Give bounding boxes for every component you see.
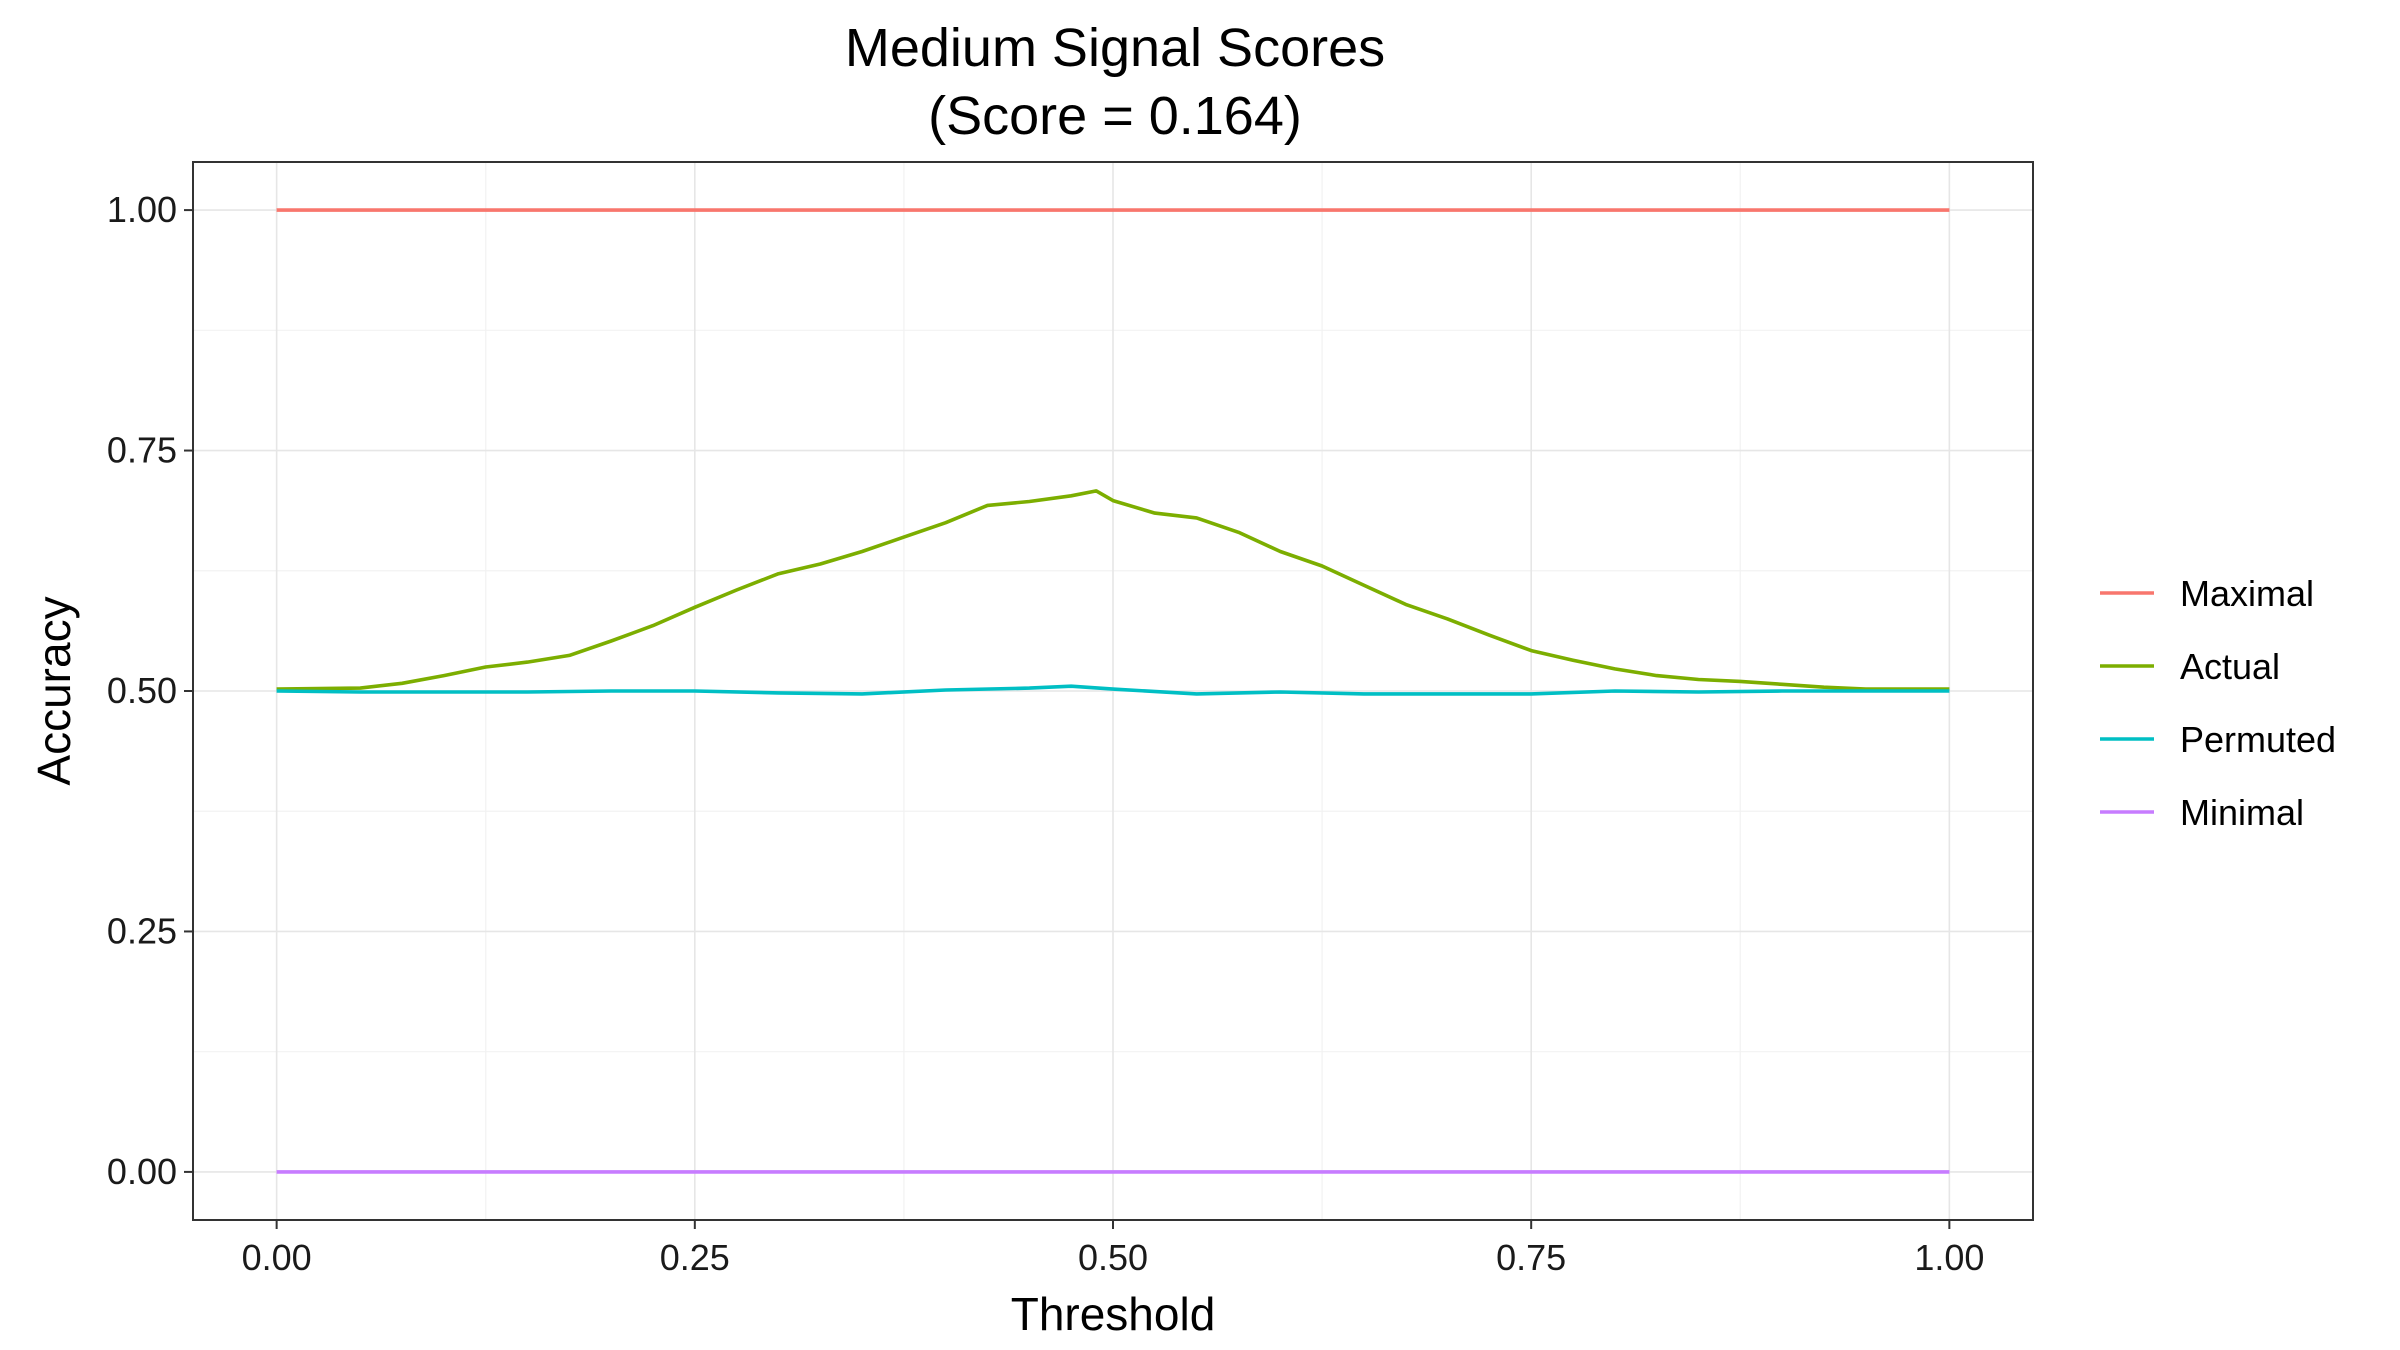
x-axis-title: Threshold <box>1011 1288 1216 1340</box>
x-tick-label: 0.75 <box>1496 1237 1566 1278</box>
legend: Maximal Actual Permuted Minimal <box>2100 573 2336 833</box>
x-tick-label: 1.00 <box>1914 1237 1984 1278</box>
x-tick-label: 0.00 <box>242 1237 312 1278</box>
legend-label-minimal: Minimal <box>2180 792 2304 833</box>
legend-label-permuted: Permuted <box>2180 719 2336 760</box>
chart-title: Medium Signal Scores <box>845 18 1385 78</box>
series-line-permuted <box>276 684 1950 696</box>
y-tick-label: 0.25 <box>107 910 177 951</box>
legend-label-maximal: Maximal <box>2180 573 2314 614</box>
y-tick-label: 1.00 <box>107 189 177 230</box>
legend-item-permuted: Permuted <box>2100 719 2336 760</box>
y-tick-label: 0.00 <box>107 1151 177 1192</box>
y-tick-label: 0.75 <box>107 430 177 471</box>
legend-item-actual: Actual <box>2100 646 2280 687</box>
y-tick-label: 0.50 <box>107 670 177 711</box>
x-tick-label: 0.25 <box>660 1237 730 1278</box>
y-axis: 0.00 0.25 0.50 0.75 1.00 <box>107 189 193 1192</box>
chart-subtitle: (Score = 0.164) <box>928 86 1302 146</box>
legend-label-actual: Actual <box>2180 646 2280 687</box>
y-axis-title: Accuracy <box>28 596 80 785</box>
series-line-actual <box>276 489 1950 691</box>
x-tick-label: 0.50 <box>1078 1237 1148 1278</box>
legend-item-minimal: Minimal <box>2100 792 2304 833</box>
series-layer <box>276 208 1950 1174</box>
legend-item-maximal: Maximal <box>2100 573 2314 614</box>
x-axis: 0.00 0.25 0.50 0.75 1.00 <box>242 1220 1984 1278</box>
